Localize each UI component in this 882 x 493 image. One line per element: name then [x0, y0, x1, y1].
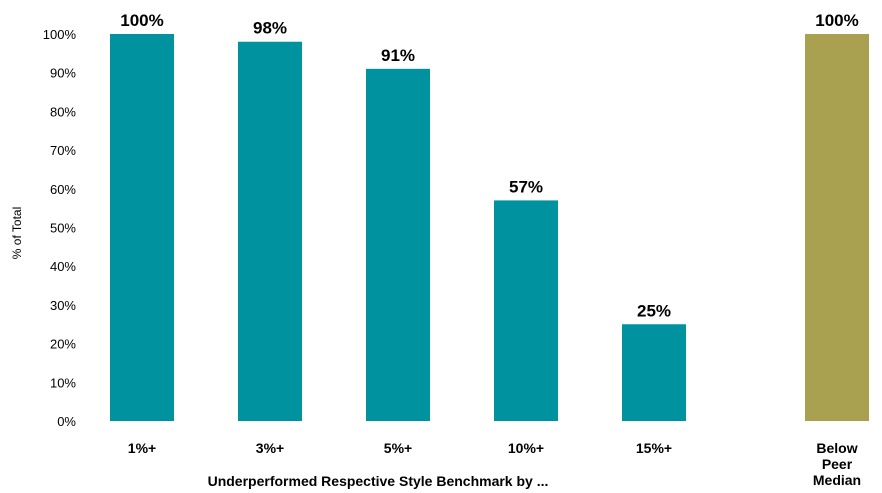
data-label: 100%	[815, 11, 858, 30]
data-label: 98%	[253, 19, 287, 38]
y-tick-label: 0%	[57, 414, 76, 429]
y-tick-label: 100%	[43, 27, 77, 42]
y-tick-label: 80%	[50, 104, 76, 119]
y-tick-label: 20%	[50, 337, 76, 352]
data-label: 100%	[120, 11, 163, 30]
category-label: Below Peer Median	[813, 440, 861, 488]
y-tick-label: 70%	[50, 143, 76, 158]
y-tick-label: 10%	[50, 375, 76, 390]
bar	[238, 41, 302, 422]
y-tick-label: 60%	[50, 182, 76, 197]
data-labels: 100% 98% 91% 57% 25% 100%	[120, 11, 858, 320]
y-tick-label: 30%	[50, 298, 76, 313]
category-label: 10%+	[508, 440, 544, 456]
y-axis-label: % of Total	[10, 207, 24, 259]
y-tick-label: 90%	[50, 66, 76, 81]
bar	[494, 200, 558, 421]
y-tick-label: 40%	[50, 259, 76, 274]
y-axis-ticks: 0% 10% 20% 30% 40% 50% 60% 70% 80% 90% 100%	[43, 27, 77, 429]
category-label: 5%+	[384, 440, 412, 456]
category-labels: 1%+ 3%+ 5%+ 10%+ 15%+ Below Peer Median	[128, 440, 861, 488]
x-axis-label: Underperformed Respective Style Benchmar…	[208, 473, 549, 489]
bar	[622, 324, 686, 421]
data-label: 25%	[637, 301, 671, 320]
bar	[110, 34, 174, 421]
category-label: 15%+	[636, 440, 672, 456]
bar	[805, 34, 869, 421]
category-label: 3%+	[256, 440, 284, 456]
bar	[366, 68, 430, 421]
category-label: 1%+	[128, 440, 156, 456]
data-label: 91%	[381, 46, 415, 65]
y-tick-label: 50%	[50, 221, 76, 236]
data-label: 57%	[509, 177, 543, 196]
bars	[110, 34, 869, 422]
